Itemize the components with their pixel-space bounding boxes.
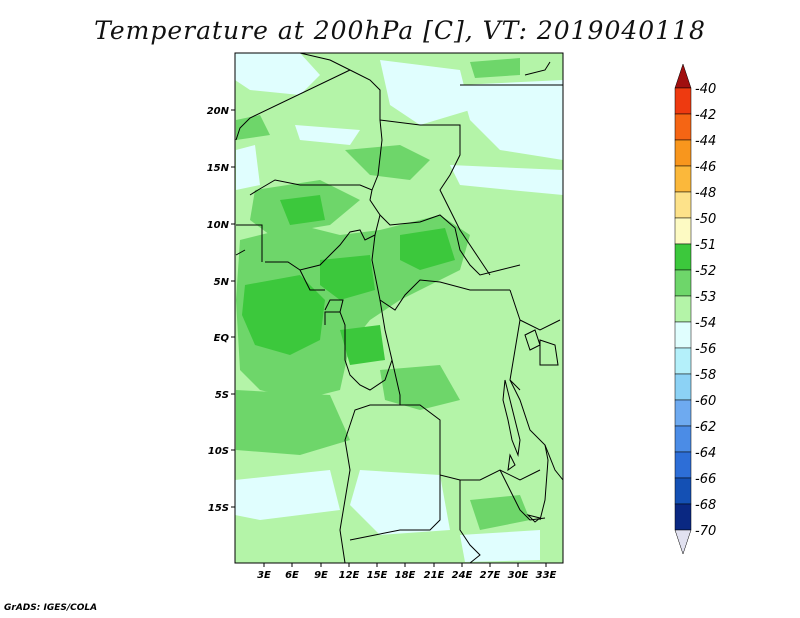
colorbar-label: -46 [695,160,716,175]
lakes [502,329,542,523]
lon-label: 6E [285,570,299,581]
warmest-region [242,275,325,355]
cold-region [450,165,563,195]
colorbar-label: -53 [695,290,716,305]
colorbar-swatch [674,295,692,323]
lon-label: 9E [314,570,328,581]
lat-label: 10S [208,446,229,457]
colorbar-label: -68 [695,498,716,513]
lat-label: 5N [214,277,230,288]
colorbar-swatch [674,399,692,427]
colorbar-label: -60 [695,394,716,409]
warm-region [236,115,270,140]
lon-label: 15E [367,570,388,581]
colorbar-swatch [674,425,692,453]
lat-label: 15N [207,163,230,174]
colorbar-swatch [674,477,692,505]
country-borders [235,52,564,564]
lon-label: 27E [480,570,501,581]
cold-region [236,145,260,190]
map-frame [234,52,564,564]
colorbar-label: -42 [695,108,716,123]
lat-label: 20N [207,106,230,117]
warmest-region [340,325,385,365]
colorbar-swatch [674,321,692,349]
colorbar-label: -54 [695,316,716,331]
colorbar-label: -58 [695,368,716,383]
colorbar-swatch [674,269,692,297]
lat-label: EQ [214,333,230,344]
cold-region [235,53,320,95]
cold-region [460,530,540,562]
cold-region [460,80,563,160]
colorbar-swatch [674,347,692,375]
warmest-region [280,195,325,225]
lon-label: 33E [536,570,557,581]
colorbar-label: -51 [695,238,716,253]
colorbar-swatch [674,451,692,479]
longitude-labels: 3E 6E 9E 12E 15E 18E 21E 24E 27E 30E 33E [257,570,556,581]
colorbar-swatch [674,191,692,219]
footer-credit: GrADS: IGES/COLA [4,603,98,613]
warm-region [345,145,430,180]
colorbar-label: -40 [695,82,716,97]
cold-region [235,470,340,520]
cold-region [350,470,450,535]
cold-region [380,60,470,125]
colorbar-swatch [674,243,692,271]
warm-region [236,390,350,455]
axis-ticks [231,109,547,567]
warm-region [470,58,520,78]
colorbar-label: -56 [695,342,716,357]
lon-label: 24E [452,570,473,581]
colorbar-swatch [674,165,692,193]
colorbar-swatch [674,503,692,531]
colorbar-label: -66 [695,472,716,487]
latitude-labels: 20N 15N 10N 5N EQ 5S 10S 15S [207,106,230,514]
colorbar-swatch [674,139,692,167]
warm-region [470,495,530,530]
warmest-region [320,255,375,300]
colorbar-label: -62 [695,420,716,435]
lon-label: 21E [424,570,445,581]
lon-label: 3E [257,570,271,581]
warmest-region [400,228,455,270]
colorbar-swatch [674,217,692,245]
colorbar-label: -52 [695,264,716,279]
lat-label: 10N [207,220,230,231]
colorbar-swatch [674,373,692,401]
lat-label: 5S [215,390,229,401]
colorbar-top-arrow [674,63,692,89]
colorbar-label: -44 [695,134,716,149]
colorbar-swatch [674,113,692,141]
colorbar-label: -64 [695,446,716,461]
colorbar-swatch [674,87,692,115]
colorbar-bottom-arrow [674,529,692,555]
map-title: Temperature at 200hPa [C], VT: 201904011… [94,16,706,45]
lat-label: 15S [208,503,229,514]
lon-label: 12E [339,570,360,581]
map-panel: 20N 15N 10N 5N EQ 5S 10S 15S 3E 6E 9E 12… [207,52,564,581]
colorbar-label: -70 [695,524,716,539]
cold-region [295,125,360,145]
colorbar-label: -48 [695,186,716,201]
lon-label: 18E [395,570,416,581]
lon-label: 30E [508,570,529,581]
colorbar-label: -50 [695,212,716,227]
colorbar: -40 -42 -44 -46 -48 -50 -51 -52 -53 -54 -56 -58 -60 -… [674,63,716,555]
